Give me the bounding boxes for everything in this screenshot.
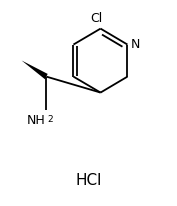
Text: NH: NH: [27, 114, 45, 127]
Text: 2: 2: [47, 115, 53, 123]
Polygon shape: [22, 61, 48, 80]
Text: N: N: [131, 38, 140, 51]
Text: HCl: HCl: [75, 172, 102, 187]
Text: Cl: Cl: [90, 12, 102, 25]
